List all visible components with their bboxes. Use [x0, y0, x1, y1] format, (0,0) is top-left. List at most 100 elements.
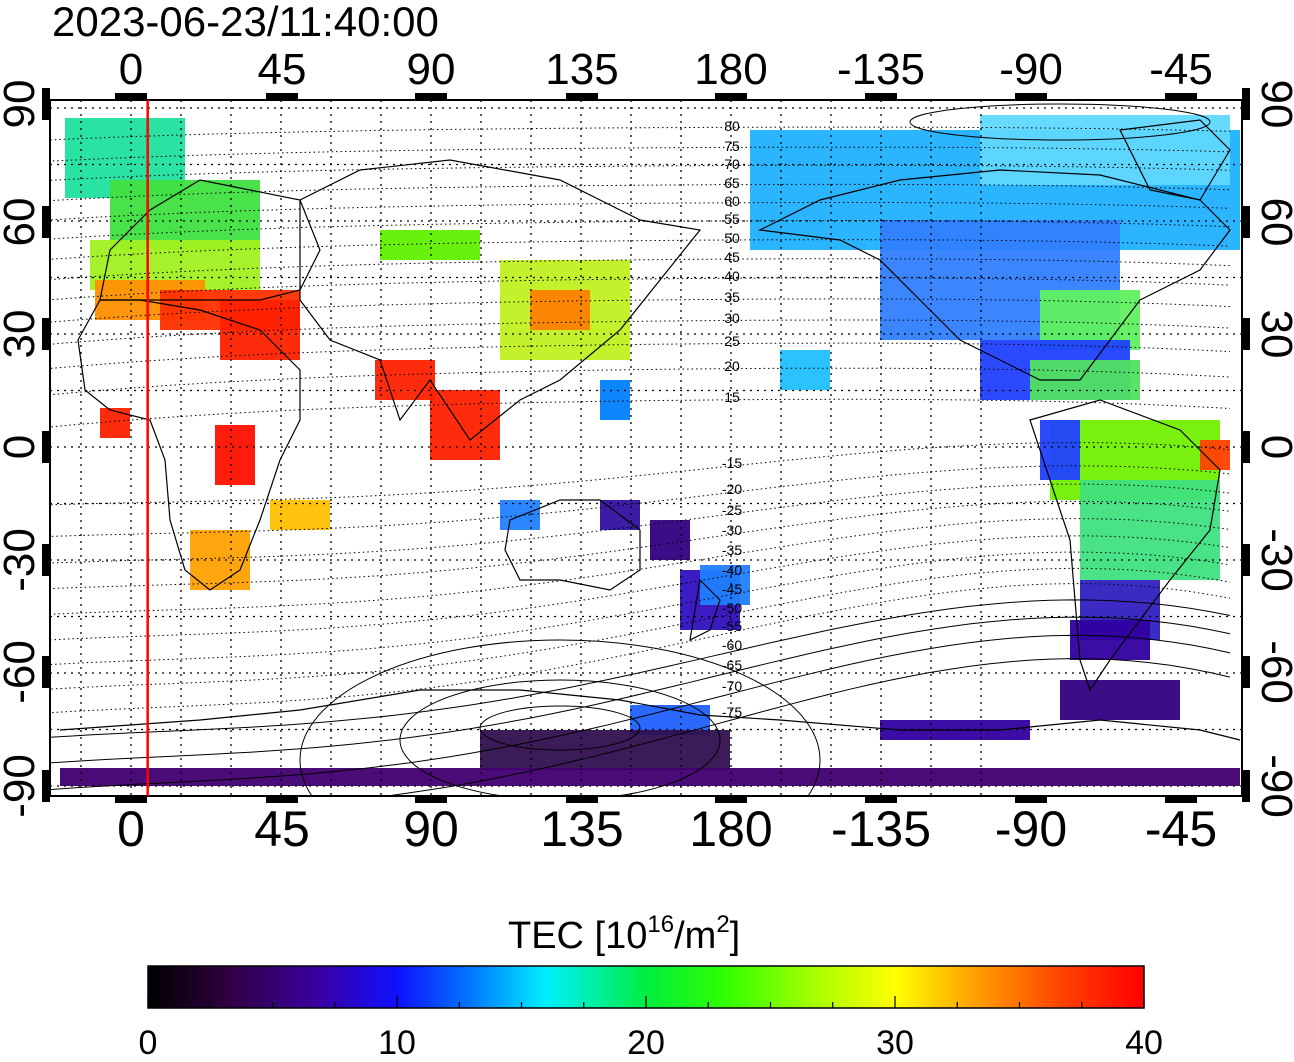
lat-label-left: 60 [0, 198, 44, 247]
bottom-longitude-labels: 0 45 90 135 180 -135 -90 -45 [117, 801, 1217, 857]
tec-patch [980, 115, 1230, 185]
tick-mark [865, 93, 897, 101]
tick-mark [115, 93, 147, 101]
right-latitude-labels: 90 60 30 0 -30 -60 -90 [1252, 80, 1294, 818]
tec-patch [530, 290, 590, 330]
contour-label: 55 [724, 211, 740, 227]
tick-mark [415, 93, 447, 101]
contour-labels: 80 75 70 65 60 55 50 45 40 35 30 25 20 15 -15 -20 -25 -30… [722, 118, 742, 720]
contour-line [50, 518, 1231, 615]
contour-line [50, 599, 1231, 738]
contour-line [50, 172, 1231, 202]
tec-patch [1040, 420, 1080, 480]
lon-label-bottom: 135 [540, 801, 623, 857]
contour-line [50, 500, 1231, 590]
contour-label: -55 [722, 618, 742, 634]
tick-mark [1242, 770, 1250, 802]
contour-label: 60 [724, 193, 740, 209]
tick-mark [42, 88, 50, 120]
lon-label-bottom: 0 [117, 801, 145, 857]
tick-mark [566, 93, 598, 101]
frame-ticks [42, 88, 1250, 803]
tick-mark [266, 795, 298, 803]
tec-patch [700, 565, 750, 605]
contour-line [50, 583, 1231, 714]
colorbar-tick-label: 40 [1125, 1024, 1163, 1057]
tick-mark [715, 93, 747, 101]
coastline [77, 299, 301, 591]
tick-mark [1242, 544, 1250, 576]
lon-label-bottom: -45 [1145, 801, 1217, 857]
contour-line [50, 302, 1231, 345]
tick-mark [42, 206, 50, 238]
contour-label: -65 [722, 657, 742, 673]
tec-patch [600, 380, 630, 420]
tec-patch [780, 350, 830, 390]
lat-label-right: -90 [1252, 754, 1294, 818]
tick-mark [865, 795, 897, 803]
coastline [689, 578, 721, 642]
colorbar-tick-label: 0 [139, 1024, 158, 1057]
contour-line [50, 281, 1231, 323]
contour-label: -25 [722, 502, 742, 518]
colorbar-title: TEC [1016/m2] [508, 911, 740, 957]
coastline-layer [59, 119, 1241, 741]
contour-label: 40 [724, 268, 740, 284]
tick-mark [715, 795, 747, 803]
tick-mark [266, 93, 298, 101]
tick-mark [566, 795, 598, 803]
contour-label: -50 [722, 600, 742, 616]
contour-label: 50 [724, 230, 740, 246]
lon-label-top: 90 [407, 45, 456, 94]
lat-label-left: 90 [0, 80, 44, 129]
tick-mark [42, 544, 50, 576]
tec-patch [1080, 480, 1220, 580]
tick-mark [42, 431, 50, 463]
colorbar: TEC [1016/m2] 0 10 20 30 40 [139, 911, 1163, 1062]
coastline [757, 169, 1231, 381]
tick-mark [42, 656, 50, 688]
colorbar-tick-label: 30 [876, 1024, 914, 1057]
contour-line [50, 483, 1231, 564]
lon-label-top: -45 [1149, 45, 1213, 94]
contour-label: -35 [722, 542, 742, 558]
lon-label-top: 135 [545, 45, 618, 94]
contour-line [50, 243, 1231, 281]
lat-label-left: -90 [0, 754, 44, 818]
lat-label-left: -60 [0, 640, 44, 704]
tec-data-layer [60, 115, 1240, 786]
contour-line [50, 616, 1231, 764]
contour-line [50, 535, 1231, 641]
contour-line [50, 634, 1231, 791]
lat-label-right: 60 [1252, 198, 1294, 247]
lon-label-top: -135 [837, 45, 925, 94]
contour-line [299, 639, 821, 796]
tick-mark [1165, 795, 1197, 803]
contour-line [50, 348, 1231, 396]
contour-label: 20 [724, 358, 740, 374]
contour-label: -20 [722, 481, 742, 497]
contour-label: 15 [724, 389, 740, 405]
contour-line [50, 465, 1231, 537]
contour-label: 75 [724, 138, 740, 154]
contour-line [50, 442, 1231, 506]
tec-patch [60, 768, 1240, 786]
top-longitude-labels: 0 45 90 135 180 -135 -90 -45 [119, 45, 1213, 94]
contour-label: 30 [724, 310, 740, 326]
lat-label-right: -60 [1252, 640, 1294, 704]
contour-label: 80 [724, 118, 740, 134]
tec-patch [215, 425, 255, 485]
tick-mark [1242, 431, 1250, 463]
tec-patch [500, 500, 540, 530]
tec-patch [1060, 680, 1180, 720]
graticule-grid [50, 100, 1242, 796]
tec-patch [380, 230, 480, 260]
tick-mark [1242, 88, 1250, 120]
timestamp-label: 2023-06-23/11:40:00 [52, 0, 439, 45]
lat-label-right: -30 [1252, 528, 1294, 592]
tec-patch [375, 360, 435, 400]
lon-label-top: 45 [258, 45, 307, 94]
tick-mark [1015, 93, 1047, 101]
contour-label: 70 [724, 156, 740, 172]
